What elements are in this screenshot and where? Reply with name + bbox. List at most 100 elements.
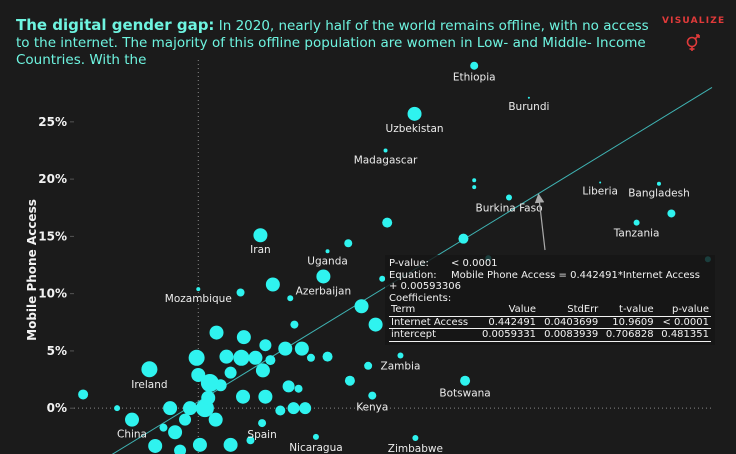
- point: [253, 228, 268, 243]
- point: [275, 405, 286, 416]
- y-tick-label: 15%: [38, 229, 67, 243]
- point-label: Botswana: [439, 388, 490, 400]
- point: [287, 402, 300, 415]
- point: [294, 341, 309, 356]
- point: [265, 355, 276, 366]
- point: [258, 389, 273, 404]
- point: [354, 299, 369, 314]
- point-label: China: [117, 429, 147, 441]
- pvalue-label: P-value:: [389, 258, 429, 269]
- point-label: Kenya: [356, 402, 388, 414]
- point: [322, 351, 333, 362]
- point: [246, 436, 255, 445]
- point: [236, 288, 245, 297]
- point-label: Burkina Faso: [475, 202, 542, 214]
- point: [460, 375, 471, 386]
- model-tooltip: P-value: < 0.0001 Equation: Mobile Phone A…: [385, 255, 715, 345]
- point: [282, 380, 295, 393]
- coefficients-label: Coefficients:: [389, 292, 452, 304]
- point: [379, 275, 386, 282]
- column-header: t-value: [619, 304, 654, 315]
- point-label: Zambia: [381, 361, 421, 373]
- point-label: Burundi: [508, 101, 549, 113]
- point: [506, 194, 512, 201]
- point: [299, 402, 312, 415]
- point-label: Madagascar: [354, 154, 418, 166]
- point: [209, 325, 224, 340]
- point: [125, 412, 139, 427]
- point-label: Mozambique: [165, 293, 232, 305]
- point: [294, 384, 303, 393]
- table-cell: 0.0059331: [481, 329, 537, 340]
- table-cell: < 0.0001: [662, 316, 709, 328]
- point: [412, 434, 419, 441]
- point: [258, 419, 267, 428]
- point: [191, 367, 206, 382]
- point: [224, 366, 237, 379]
- point: [168, 425, 183, 440]
- point: [458, 233, 469, 244]
- point: [407, 106, 422, 121]
- pvalue: < 0.0001: [451, 258, 498, 269]
- y-tick-label: 0%: [47, 401, 67, 415]
- logo-icon: [686, 34, 700, 51]
- point: [200, 373, 219, 392]
- y-tick-label: 25%: [38, 115, 67, 129]
- point: [248, 350, 263, 365]
- column-header: StdErr: [567, 304, 599, 315]
- point: [233, 349, 250, 366]
- table-cell: 0.481351: [661, 329, 709, 340]
- point: [188, 349, 205, 366]
- point: [192, 437, 207, 452]
- point-label: Uzbekistan: [386, 123, 444, 135]
- point: [397, 352, 404, 359]
- point: [208, 412, 223, 427]
- point: [383, 148, 388, 153]
- point: [306, 353, 315, 362]
- subtitle: In 2020, nearly half of the world remain…: [16, 18, 649, 68]
- point: [114, 405, 121, 412]
- point: [527, 96, 530, 99]
- point: [201, 390, 216, 405]
- point: [223, 437, 238, 452]
- y-axis-label: Mobile Phone Access: [25, 199, 39, 341]
- point: [78, 389, 89, 400]
- table-row: intercept 0.0059331 0.0083939 0.706828 0.481…: [389, 329, 711, 341]
- point-label: Nicaragua: [289, 442, 342, 454]
- point: [633, 219, 640, 226]
- table-cell: Internet Access: [391, 316, 469, 328]
- table-cell: intercept: [391, 329, 436, 340]
- point: [316, 269, 331, 284]
- annotation-arrow: [534, 193, 546, 251]
- point: [163, 401, 178, 416]
- point: [179, 413, 192, 426]
- point-label: Uganda: [307, 255, 348, 267]
- point: [312, 433, 319, 440]
- point: [196, 287, 201, 292]
- point-label: Bangladesh: [628, 188, 690, 200]
- point: [325, 249, 330, 254]
- column-header: Value: [508, 304, 537, 315]
- point: [470, 61, 479, 70]
- point: [148, 438, 163, 453]
- point: [599, 181, 602, 184]
- coefficients-table: Term Value StdErr t-value p-value Internet Ac…: [389, 304, 711, 342]
- equation-label: Equation:: [389, 269, 437, 281]
- column-header: Term: [391, 304, 416, 315]
- point: [141, 361, 158, 378]
- point: [183, 401, 197, 416]
- point: [344, 375, 355, 386]
- point-label: Ireland: [131, 379, 167, 391]
- point: [667, 209, 676, 218]
- point: [214, 379, 227, 392]
- point: [278, 341, 293, 356]
- equation: Mobile Phone Access = 0.442491*Internet …: [389, 269, 700, 293]
- point-label: Tanzania: [613, 228, 660, 240]
- point-label: Spain: [247, 429, 276, 441]
- point: [159, 423, 168, 432]
- y-tick-label: 20%: [38, 172, 67, 186]
- point: [472, 185, 477, 190]
- point: [287, 295, 294, 302]
- point: [255, 363, 270, 378]
